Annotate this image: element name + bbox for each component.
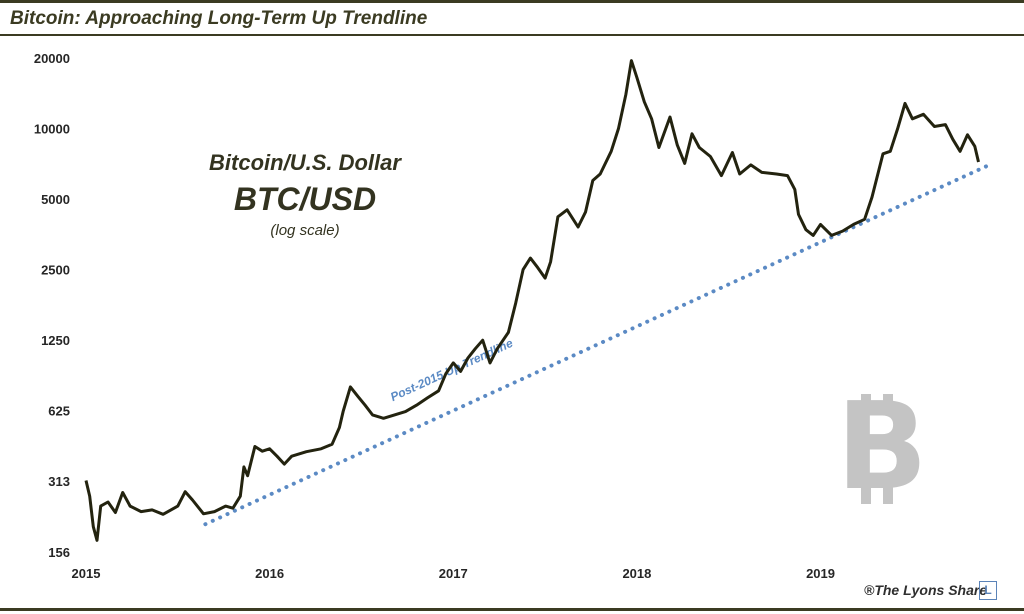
- title-rule: [0, 34, 1024, 36]
- y-tick-label: 625: [48, 404, 70, 419]
- y-tick-label: 5000: [41, 192, 70, 207]
- y-tick-label: 10000: [34, 122, 70, 137]
- annotation-ticker: BTC/USD: [233, 181, 377, 217]
- bitcoin-stroke: [861, 484, 871, 504]
- annotation-pair-name: Bitcoin/U.S. Dollar: [209, 150, 401, 175]
- y-tick-label: 156: [48, 545, 70, 560]
- chart-title: Bitcoin: Approaching Long-Term Up Trendl…: [10, 8, 428, 29]
- trendline: [203, 162, 992, 527]
- top-rule: [0, 0, 1024, 3]
- x-tick-label: 2015: [72, 566, 101, 581]
- y-tick-label: 2500: [41, 263, 70, 278]
- credit-text: ®The Lyons Share: [864, 582, 988, 598]
- x-tick-label: 2019: [806, 566, 835, 581]
- y-tick-label: 1250: [41, 333, 70, 348]
- x-tick-label: 2017: [439, 566, 468, 581]
- bitcoin-stroke: [883, 394, 893, 414]
- bitcoin-stroke: [861, 394, 871, 414]
- trendline-label: Post-2015 Up Trendline: [388, 336, 515, 404]
- x-tick-label: 2018: [622, 566, 651, 581]
- x-tick-label: 2016: [255, 566, 284, 581]
- bitcoin-stroke: [883, 484, 893, 504]
- bottom-rule: [0, 608, 1024, 611]
- y-tick-label: 20000: [34, 51, 70, 66]
- bitcoin-glyph: B: [836, 378, 927, 517]
- y-tick-label: 313: [48, 474, 70, 489]
- credit-logo: L: [979, 581, 997, 600]
- price-line: [84, 59, 980, 542]
- annotation-scale: (log scale): [270, 222, 340, 239]
- bitcoin-icon: B: [836, 378, 927, 517]
